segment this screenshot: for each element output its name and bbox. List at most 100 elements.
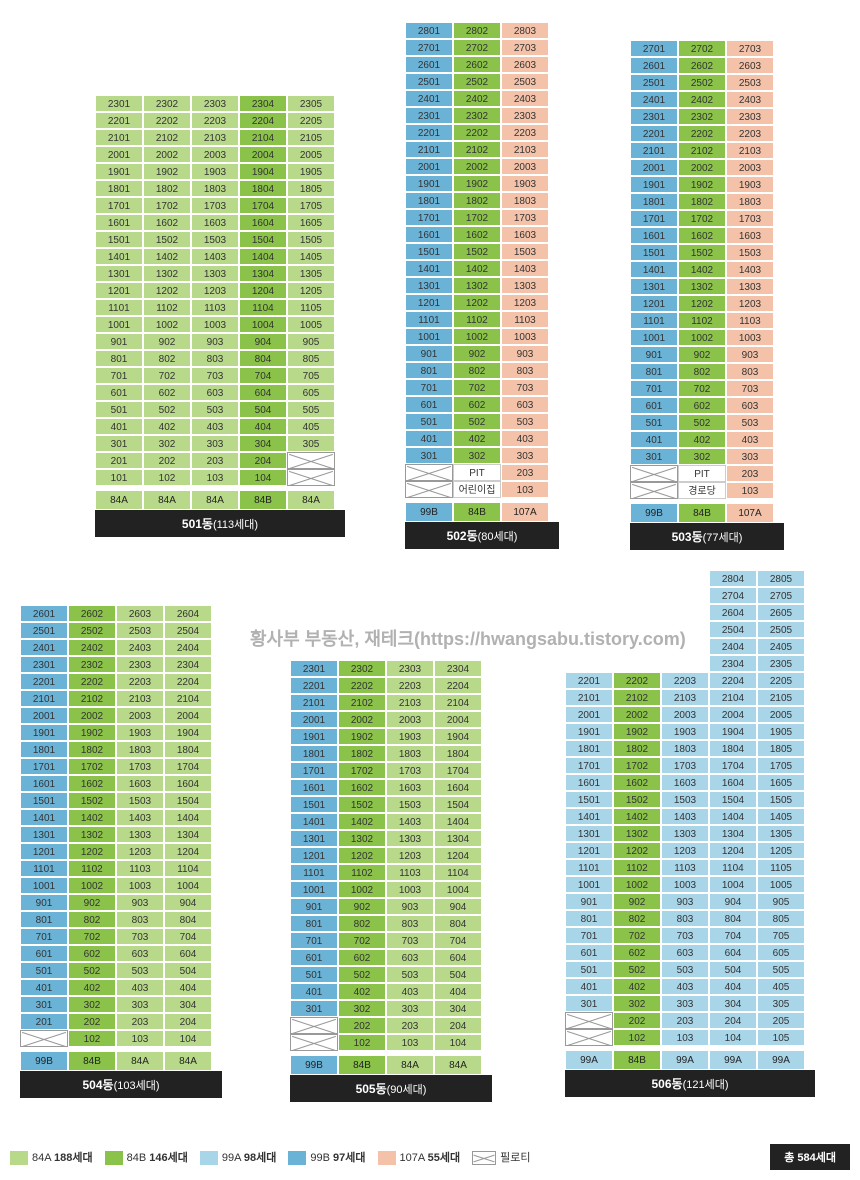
floor-row: 120112021203 (630, 295, 784, 312)
unit-cell: 1701 (630, 210, 678, 227)
unit-cell: 1503 (116, 792, 164, 809)
unit-cell: 1404 (709, 808, 757, 825)
unit-cell: 1501 (405, 243, 453, 260)
unit-cell: 403 (726, 431, 774, 448)
floor-row: 110111021103 (405, 311, 559, 328)
unit-cell: 1805 (757, 740, 805, 757)
unit-cell: 1101 (565, 859, 613, 876)
special-cell: PIT (453, 464, 501, 481)
piloti-cell (630, 482, 678, 499)
floor-row: 180118021803 (630, 193, 784, 210)
unit-cell: 2002 (68, 707, 116, 724)
unit-cell: 703 (501, 379, 549, 396)
unit-cell: 1003 (386, 881, 434, 898)
floor-row: 401402403404 (290, 983, 492, 1000)
floor-row: 22012202220322042205 (565, 672, 815, 689)
unit-cell: 302 (613, 995, 661, 1012)
floor-row: 140114021403 (630, 261, 784, 278)
floor-row: 1501150215031504 (290, 796, 492, 813)
floor-row: 210121022103 (405, 141, 559, 158)
unit-cell: 1505 (287, 231, 335, 248)
unit-cell: 2205 (757, 672, 805, 689)
unit-cell: 501 (290, 966, 338, 983)
unit-cell: 2004 (164, 707, 212, 724)
unit-cell: 103 (726, 482, 774, 499)
floor-row: 1801180218031804 (20, 741, 222, 758)
unit-cell: 502 (678, 414, 726, 431)
unit-cell: 703 (386, 932, 434, 949)
unit-cell: 2803 (501, 22, 549, 39)
unit-cell: 1302 (68, 826, 116, 843)
unit-cell: 304 (239, 435, 287, 452)
unit-cell: 602 (143, 384, 191, 401)
floor-row: 150115021503 (405, 243, 559, 260)
unit-cell: 1603 (501, 226, 549, 243)
unit-cell: 2303 (501, 107, 549, 124)
unit-cell: 1601 (630, 227, 678, 244)
unit-cell: 1801 (565, 740, 613, 757)
building-title: 502동(80세대) (405, 522, 559, 549)
floor-row: 401402403404405 (565, 978, 815, 995)
unit-cell: 1203 (116, 843, 164, 860)
unit-cell: 2002 (338, 711, 386, 728)
unit-cell: 1203 (661, 842, 709, 859)
unit-cell: 1502 (143, 231, 191, 248)
unit-cell: 1803 (501, 192, 549, 209)
unit-cell: 1801 (290, 745, 338, 762)
floor-row: 280128022803 (405, 22, 559, 39)
unit-cell: 1903 (116, 724, 164, 741)
floor-row: 501502503504505 (95, 401, 345, 418)
floor-row: 701702703704 (290, 932, 492, 949)
unit-cell: 802 (453, 362, 501, 379)
unit-cell: 305 (757, 995, 805, 1012)
floor-row: 901902903904 (20, 894, 222, 911)
unit-cell: 302 (68, 996, 116, 1013)
unit-cell: 2701 (630, 40, 678, 57)
floor-row: 1301130213031304 (20, 826, 222, 843)
unit-cell: 902 (143, 333, 191, 350)
unit-cell: 804 (164, 911, 212, 928)
unit-cell: 2302 (68, 656, 116, 673)
unit-cell: 2203 (191, 112, 239, 129)
legend-item: 84A 188세대 (10, 1149, 93, 1165)
unit-cell: 1803 (116, 741, 164, 758)
unit-cell: 1602 (613, 774, 661, 791)
floor-row: 301302303304 (20, 996, 222, 1013)
floor-row: 1401140214031404 (20, 809, 222, 826)
unit-cell: 1403 (726, 261, 774, 278)
unit-cell: 2102 (338, 694, 386, 711)
unit-cell: 2501 (20, 622, 68, 639)
floor-row: 17011702170317041705 (565, 757, 815, 774)
type-label: 99A (709, 1050, 757, 1070)
unit-cell: 1601 (20, 775, 68, 792)
unit-cell: 302 (143, 435, 191, 452)
unit-cell: 104 (709, 1029, 757, 1046)
unit-cell: 904 (239, 333, 287, 350)
floor-row: 501502503504505 (565, 961, 815, 978)
unit-cell: 2702 (453, 39, 501, 56)
piloti-cell (405, 464, 453, 481)
building-title: 506동(121세대) (565, 1070, 815, 1097)
unit-cell: 1601 (290, 779, 338, 796)
unit-cell: 605 (757, 944, 805, 961)
unit-cell: 401 (630, 431, 678, 448)
unit-cell: 903 (191, 333, 239, 350)
unit-cell: 2201 (405, 124, 453, 141)
unit-cell: 504 (709, 961, 757, 978)
unit-cell: 203 (191, 452, 239, 469)
unit-cell: 2103 (116, 690, 164, 707)
unit-cell: 603 (386, 949, 434, 966)
unit-cell: 2201 (20, 673, 68, 690)
unit-cell: 1404 (239, 248, 287, 265)
unit-cell: 1304 (709, 825, 757, 842)
unit-cell: 705 (757, 927, 805, 944)
unit-cell: 1604 (164, 775, 212, 792)
floor-row: 801802803 (630, 363, 784, 380)
unit-cell: 102 (68, 1030, 116, 1047)
unit-cell: 605 (287, 384, 335, 401)
unit-cell: 1104 (709, 859, 757, 876)
unit-cell: 701 (405, 379, 453, 396)
unit-cell: 603 (116, 945, 164, 962)
unit-cell: 1303 (191, 265, 239, 282)
unit-cell: 1302 (143, 265, 191, 282)
